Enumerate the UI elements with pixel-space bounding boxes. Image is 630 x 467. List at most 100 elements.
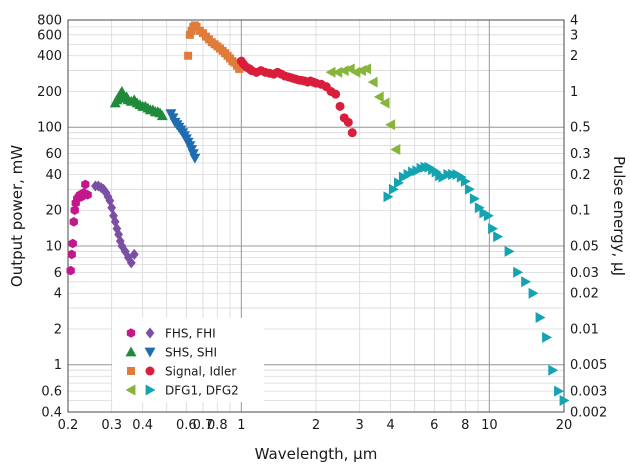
data-point	[373, 91, 384, 103]
data-point	[129, 248, 139, 260]
y2-axis-label: Pulse energy, µJ	[610, 156, 628, 276]
y2-tick-label: 0.05	[570, 239, 599, 254]
legend-marker	[145, 327, 155, 339]
data-point	[367, 76, 378, 88]
data-point	[107, 202, 117, 214]
legend-marker	[126, 328, 136, 338]
legend: FHS, FHI SHS, SHI Signal, Idler DFG1, DFG2	[112, 318, 264, 402]
data-point	[379, 97, 390, 109]
series-triangle-down	[165, 109, 201, 164]
data-point	[67, 249, 76, 260]
data-point	[101, 187, 111, 199]
x-tick-label: 0.6	[176, 418, 197, 433]
y2-tick-label: 2	[570, 49, 578, 64]
legend-label: SHS, SHI	[165, 346, 217, 360]
data-point	[83, 190, 92, 200]
x-tick-label: 0.7	[193, 418, 214, 433]
data-point	[559, 395, 570, 406]
y2-tick-label: 0.003	[570, 385, 607, 400]
legend-marker	[144, 347, 156, 358]
series-triangle-right	[383, 161, 570, 406]
y-tick-label: 100	[37, 121, 62, 136]
data-point	[114, 229, 123, 240]
y-tick-label: 40	[45, 168, 62, 183]
data-point	[460, 175, 471, 187]
data-point	[335, 101, 345, 111]
y-tick-label: 600	[37, 28, 62, 43]
series-circle	[236, 56, 357, 138]
y-tick-label: 6	[54, 266, 62, 281]
plot-frame	[67, 19, 565, 413]
series-diamond	[91, 180, 139, 269]
y-tick-label: 2	[54, 322, 62, 337]
data-point	[385, 119, 396, 131]
data-points	[66, 21, 570, 406]
y2-tick-label: 0.1	[570, 204, 591, 219]
legend-marker	[145, 366, 155, 376]
series-square	[184, 21, 244, 73]
legend-marker	[125, 384, 136, 396]
legend-label: Signal, Idler	[165, 365, 236, 379]
data-point	[383, 191, 394, 203]
data-point	[120, 245, 130, 257]
data-point	[483, 210, 494, 222]
series-triangle-up	[109, 86, 168, 121]
x-tick-label: 1	[237, 418, 245, 433]
y2-tick-label: 1	[570, 85, 578, 100]
data-point	[105, 195, 115, 207]
y2-tick-label: 3	[570, 28, 578, 43]
y2-tick-label: 0.2	[570, 168, 591, 183]
data-point	[542, 331, 552, 343]
y-tick-label: 400	[37, 49, 62, 64]
data-point	[528, 287, 539, 299]
data-point	[185, 30, 194, 39]
data-point	[469, 193, 480, 205]
x-tick-label: 0.4	[132, 418, 153, 433]
y2-tick-label: 0.03	[570, 266, 599, 281]
y-tick-label: 10	[45, 239, 62, 254]
data-point	[332, 66, 343, 78]
data-point	[235, 64, 244, 73]
data-point	[394, 177, 404, 189]
data-point	[117, 240, 127, 252]
legend-marker	[145, 384, 156, 396]
y2-tick-label: 0.3	[570, 147, 591, 162]
data-point	[388, 183, 399, 195]
x-tick-label: 2	[312, 418, 320, 433]
y-tick-label: 60	[45, 147, 62, 162]
y2-tick-labels: 0.002 0.003 0.005 0.01 0.02 0.03 0.05 0.1 0.2 0.3…	[570, 14, 607, 421]
legend-label: DFG1, DFG2	[165, 384, 239, 398]
y-tick-label: 0.4	[41, 406, 62, 421]
x-tick-label: 0.8	[207, 418, 228, 433]
y-axis-label: Output power, mW	[8, 145, 26, 287]
y-tick-label: 1	[54, 358, 62, 373]
data-point	[504, 245, 515, 257]
x-tick-label: 20	[556, 418, 573, 433]
data-point	[361, 63, 371, 75]
data-point	[81, 179, 90, 190]
legend-marker	[125, 346, 137, 357]
data-point	[488, 223, 498, 235]
series-hexagon	[66, 179, 92, 276]
data-point	[66, 265, 75, 276]
data-point	[338, 65, 349, 77]
data-point	[184, 51, 193, 60]
x-tick-label: 3	[356, 418, 364, 433]
legend-label: FHS, FHI	[165, 327, 216, 341]
y-tick-label: 20	[45, 204, 62, 219]
y2-tick-label: 0.01	[570, 322, 599, 337]
y2-tick-label: 0.5	[570, 121, 591, 136]
data-point	[521, 276, 532, 288]
x-tick-label: 8	[461, 418, 469, 433]
x-tick-label: 10	[481, 418, 498, 433]
data-point	[464, 183, 475, 195]
y-tick-label: 0.6	[41, 385, 62, 400]
y-tick-label: 200	[37, 85, 62, 100]
data-point	[513, 266, 524, 278]
data-point	[325, 66, 336, 78]
x-tick-label: 0.3	[101, 418, 122, 433]
legend-box	[112, 318, 264, 402]
x-axis-label: Wavelength, µm	[255, 445, 378, 463]
